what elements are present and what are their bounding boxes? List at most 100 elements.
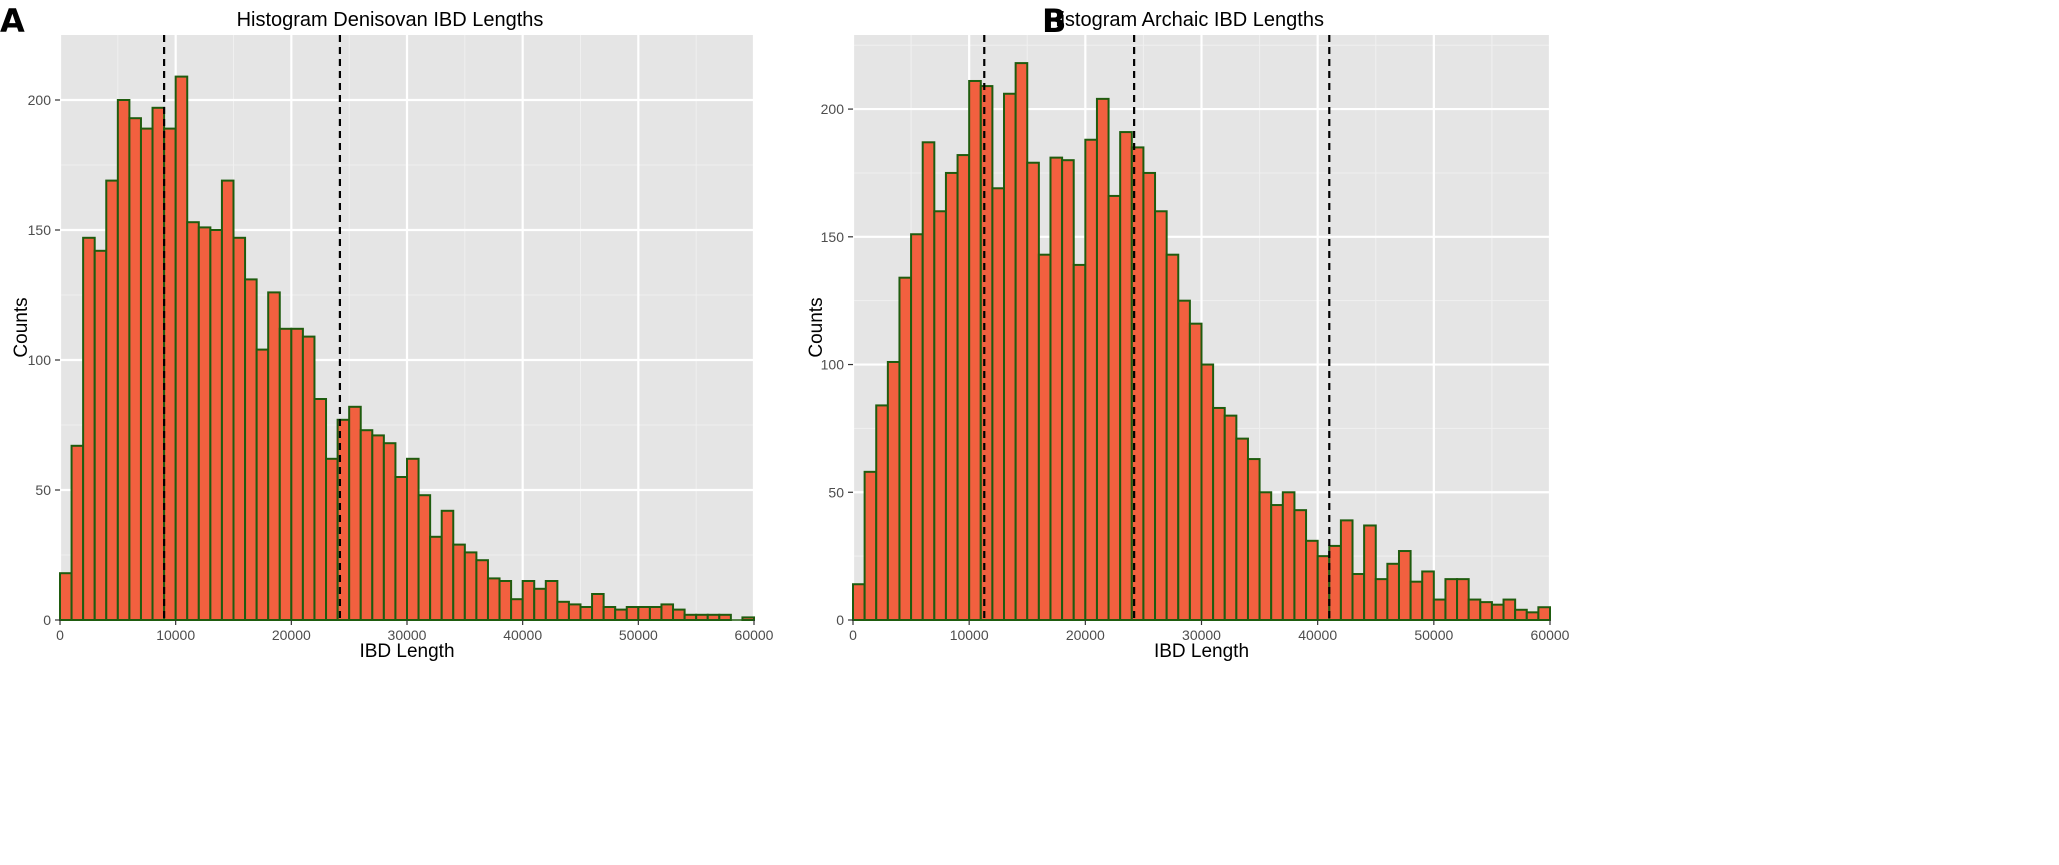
histogram-bar (1014, 62, 1029, 621)
histogram-bar (1409, 580, 1424, 621)
x-tick-label: 10000 (156, 627, 195, 643)
histogram-bar (93, 249, 108, 622)
histogram-bar (348, 405, 362, 621)
histogram-bar (706, 613, 721, 621)
x-tick-label: 10000 (950, 627, 989, 643)
histogram-bar (625, 606, 640, 621)
chart-title: Histogram Archaic IBD Lengths (1046, 9, 1324, 31)
histogram-bar (886, 360, 901, 621)
histogram-bar (290, 327, 304, 621)
histogram-bar (1328, 544, 1342, 622)
histogram-bar (1525, 611, 1540, 621)
histogram-bar (116, 99, 131, 621)
y-tick-label: 50 (35, 482, 51, 498)
histogram-bar (1270, 504, 1284, 621)
histogram-bar (267, 291, 281, 621)
histogram-bar (1479, 601, 1493, 622)
histogram-bar (1397, 550, 1412, 621)
histogram-bar (1514, 608, 1528, 622)
y-tick-label: 100 (28, 352, 52, 368)
histogram-bar (452, 543, 466, 621)
histogram-bar (1095, 97, 1110, 622)
histogram-bar (220, 179, 235, 621)
histogram-bar (1212, 406, 1226, 621)
histogram-bar (1142, 171, 1157, 621)
histogram-bar (1154, 210, 1168, 621)
histogram-bar (301, 335, 316, 621)
x-tick-label: 30000 (1182, 627, 1221, 643)
histogram-bar (463, 551, 478, 622)
histogram-bar (1339, 519, 1354, 621)
y-tick-label: 0 (836, 612, 844, 628)
histogram-bar (718, 613, 732, 621)
histogram-bar (209, 229, 223, 621)
histogram-bar (1421, 570, 1435, 622)
histogram-bar (968, 79, 982, 621)
chart-title: Histogram Denisovan IBD Lengths (237, 9, 544, 31)
histogram-bar (660, 603, 675, 622)
histogram-bar (1305, 539, 1319, 621)
histogram-bar (128, 117, 142, 621)
histogram-bar (1235, 437, 1249, 621)
histogram-bar (1386, 562, 1400, 622)
histogram-bar (695, 613, 709, 621)
histogram-denisovan-chart: 0 10000 20000 30000 40000 50000 60000 0 50 100 150… (11, 9, 774, 662)
histogram-bar (1107, 194, 1122, 621)
histogram-bar (1537, 606, 1551, 621)
histogram-archaic-chart: 0 10000 20000 30000 40000 50000 60000 0 50 100 150… (806, 9, 1570, 662)
histogram-bar (991, 187, 1006, 621)
histogram-bar (1374, 578, 1389, 622)
histogram-bar (139, 127, 154, 621)
histogram-bar (1165, 253, 1180, 621)
y-tick-label: 100 (821, 357, 845, 373)
histogram-bar (255, 348, 270, 621)
histogram-bar (1223, 414, 1238, 621)
x-tick-label: 60000 (1531, 627, 1570, 643)
histogram-bar (602, 606, 617, 621)
histogram-bar (533, 587, 547, 621)
histogram-bar (174, 75, 189, 622)
histogram-bar (244, 278, 258, 621)
histogram-bar (475, 559, 489, 622)
histogram-bar (429, 535, 443, 621)
histogram-bar (1293, 509, 1308, 621)
x-tick-label: 50000 (619, 627, 658, 643)
histogram-bar (1119, 131, 1133, 621)
histogram-bar (683, 613, 698, 621)
histogram-bar (852, 583, 866, 621)
histogram-bar (741, 616, 756, 622)
y-axis-label: Counts (806, 297, 827, 357)
histogram-bar (1003, 92, 1017, 622)
histogram-bar (1037, 253, 1052, 621)
histogram-bar (151, 106, 166, 622)
histogram-bar (521, 580, 536, 621)
histogram-bar (440, 509, 455, 621)
histogram-bar (979, 85, 994, 622)
histogram-bar (498, 580, 513, 621)
histogram-bar (510, 598, 524, 622)
histogram-bar (1456, 578, 1470, 622)
y-tick-label: 200 (28, 92, 52, 108)
histogram-bar (1258, 491, 1273, 622)
histogram-bar (232, 236, 247, 622)
y-tick-label: 150 (821, 229, 845, 245)
histogram-bar (359, 429, 374, 622)
histogram-bar (921, 141, 936, 621)
x-axis-label: IBD Length (359, 641, 454, 662)
histogram-bar (70, 444, 85, 621)
panel-b-letter: B (1042, 2, 1066, 40)
histogram-bar (875, 404, 889, 622)
histogram-bar (1351, 573, 1366, 621)
histogram-bar (1200, 363, 1215, 621)
histogram-bar (1502, 598, 1517, 621)
x-tick-label: 50000 (1414, 627, 1453, 643)
histogram-bar (1061, 159, 1075, 621)
x-tick-label: 0 (849, 627, 857, 643)
histogram-bar (1432, 598, 1447, 621)
histogram-bar (933, 210, 947, 621)
histogram-bar (648, 606, 663, 621)
histogram-bar (105, 179, 119, 621)
histogram-bar (1084, 138, 1098, 622)
histogram-bar (486, 577, 501, 622)
